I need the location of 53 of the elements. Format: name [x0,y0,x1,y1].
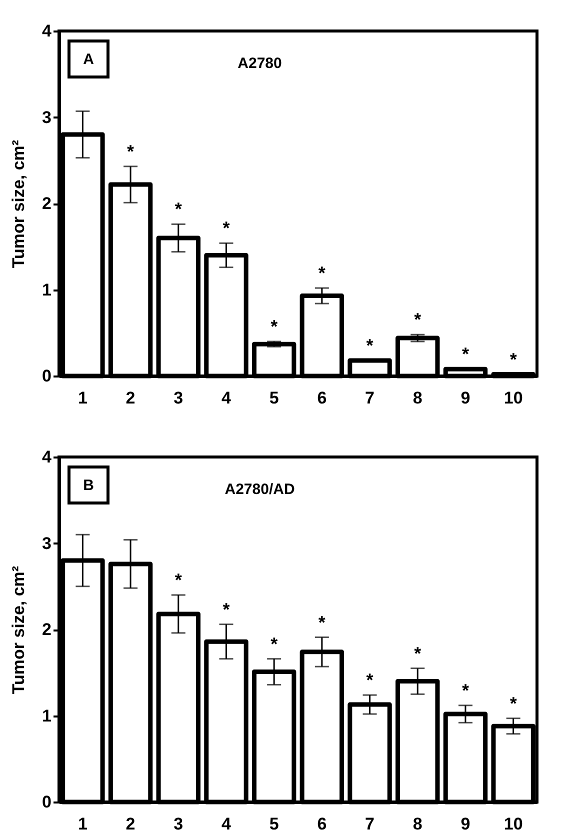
x-tick-label: 6 [317,388,327,408]
annotation: * [462,680,469,700]
annotation: * [366,335,374,356]
annotation: B [83,477,94,494]
text: A2780/AD [224,481,295,498]
y-tick-label: 0 [42,366,52,386]
x-tick-label: 9 [460,814,470,834]
annotation: * [270,634,278,654]
y-tick-label: 0 [42,792,52,812]
x-tick-label: 9 [460,388,470,408]
text: A2780 [238,55,282,72]
annotation: * [366,670,374,690]
x-tick-label: 4 [221,388,232,408]
annotation: * [127,141,134,162]
annotation: * [318,263,326,284]
annotation: * [414,643,422,664]
x-tick-label: 8 [412,388,422,408]
annotation: * [222,218,230,238]
annotation: * [510,349,517,370]
x-tick-label: 10 [504,814,523,834]
annotation: * [318,612,326,632]
x-tick-label: 7 [365,814,375,834]
annotation: * [174,199,182,220]
x-tick-label: 2 [126,388,136,408]
annotation: * [414,310,422,330]
y-axis-title: Tumor size, cm² [9,566,28,694]
x-tick-label: 3 [174,388,184,408]
y-tick-label: 4 [42,22,52,40]
annotation: * [510,693,517,714]
annotation: * [462,344,469,364]
annotation: A [83,51,94,68]
y-tick-label: 3 [42,534,52,553]
y-tick-label: 1 [42,280,52,300]
x-tick-label: 1 [78,388,88,408]
y-tick-label: 4 [42,448,52,466]
x-tick-label: 8 [412,814,422,834]
x-tick-label: 6 [317,814,327,834]
annotation: * [222,599,230,620]
x-tick-label: 3 [174,814,184,834]
x-tick-label: 2 [126,814,136,834]
annotation: * [174,570,182,590]
x-tick-label: 4 [221,814,232,834]
x-tick-label: 5 [269,814,279,834]
x-tick-label: 1 [78,814,88,834]
x-tick-label: 10 [504,388,523,408]
x-tick-label: 5 [269,388,279,408]
x-tick-label: 7 [365,388,375,408]
y-tick-label: 2 [42,194,52,213]
y-tick-label: 3 [42,108,52,127]
annotation: * [270,316,278,336]
y-tick-label: 1 [42,706,52,726]
y-tick-label: 2 [42,620,52,639]
y-axis-title: Tumor size, cm² [9,140,28,268]
